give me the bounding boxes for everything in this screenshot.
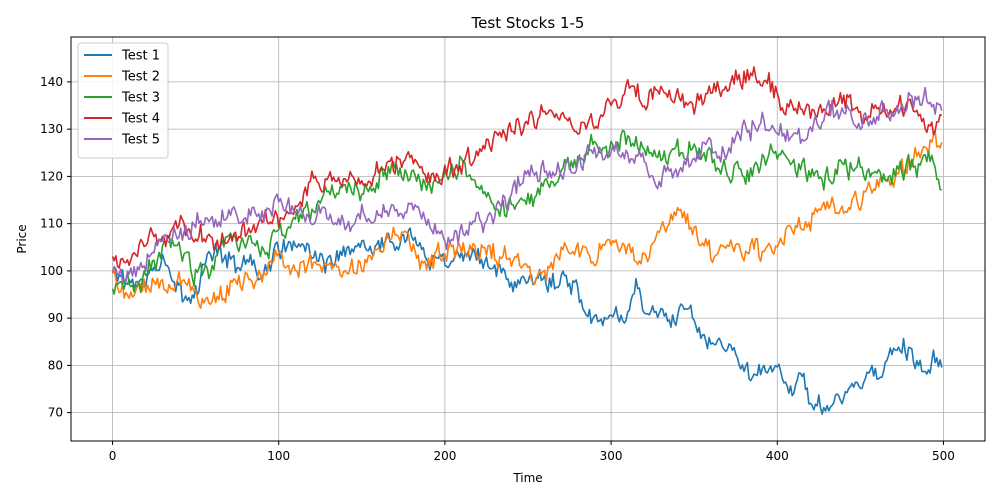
y-tick-label: 120 xyxy=(40,169,63,183)
legend-entry: Test 1 xyxy=(121,49,160,64)
y-tick-label: 130 xyxy=(40,122,63,136)
legend-entry: Test 4 xyxy=(121,112,160,127)
x-tick-label: 0 xyxy=(109,449,117,463)
y-axis-ticks: 70 80 90 100 110 120 130 140 xyxy=(40,75,71,420)
series-line-5 xyxy=(111,86,943,284)
y-tick-label: 110 xyxy=(40,217,63,231)
x-axis-ticks: 0 100 200 300 400 500 xyxy=(109,441,955,463)
x-axis-title: Time xyxy=(512,471,542,485)
y-tick-label: 140 xyxy=(40,75,63,89)
legend: Test 1 Test 2 Test 3 Test 4 Test 5 xyxy=(77,42,169,159)
legend-entry: Test 3 xyxy=(121,91,160,106)
x-tick-label: 200 xyxy=(433,449,456,463)
series-line-1 xyxy=(111,227,943,415)
y-tick-label: 90 xyxy=(48,311,63,325)
x-tick-label: 100 xyxy=(267,449,290,463)
y-axis-title: Price xyxy=(15,224,29,253)
y-tick-label: 70 xyxy=(48,406,63,420)
legend-box xyxy=(77,42,169,159)
plot-frame xyxy=(70,36,986,442)
series-line-2 xyxy=(111,130,943,310)
x-tick-label: 300 xyxy=(600,449,623,463)
series-layer xyxy=(111,66,943,415)
y-tick-label: 80 xyxy=(48,358,63,372)
series-line-4 xyxy=(111,66,943,269)
legend-entry: Test 5 xyxy=(121,133,160,148)
x-tick-label: 400 xyxy=(766,449,789,463)
y-tick-label: 100 xyxy=(40,264,63,278)
x-tick-label: 500 xyxy=(932,449,955,463)
grid xyxy=(71,37,985,441)
series-line-3 xyxy=(111,129,943,295)
chart-title: Test Stocks 1-5 xyxy=(471,14,585,32)
legend-entry: Test 2 xyxy=(121,70,160,85)
